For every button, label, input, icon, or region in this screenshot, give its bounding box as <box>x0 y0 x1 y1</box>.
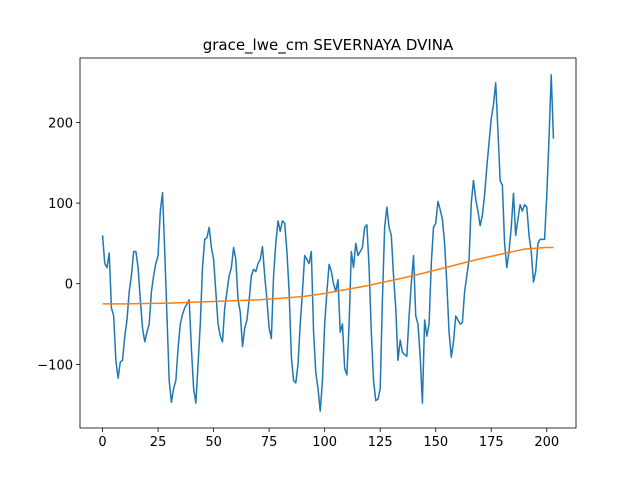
plot-frame <box>79 57 577 429</box>
x-tick-label: 0 <box>98 435 106 450</box>
x-tick-label: 50 <box>205 435 222 450</box>
x-tick-label: 75 <box>261 435 278 450</box>
x-tick-label: 125 <box>368 435 393 450</box>
y-tick-label: 0 <box>65 278 73 293</box>
x-tick-label: 175 <box>479 435 504 450</box>
y-tick-label: 200 <box>48 116 73 131</box>
chart-title: grace_lwe_cm SEVERNAYA DVINA <box>203 36 454 55</box>
data-line <box>102 246 554 305</box>
x-tick-label: 200 <box>534 435 559 450</box>
y-tick-label: −100 <box>37 358 73 373</box>
x-tick-label: 100 <box>312 435 337 450</box>
x-tick-label: 25 <box>150 435 167 450</box>
data-line <box>101 74 555 412</box>
y-tick-label: 100 <box>48 197 73 212</box>
x-tick-label: 150 <box>423 435 448 450</box>
